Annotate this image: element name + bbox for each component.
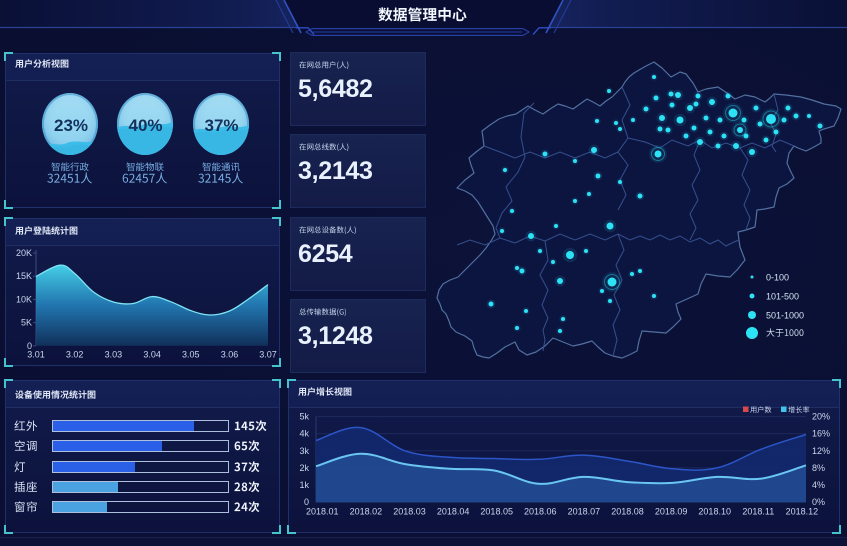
svg-text:12%: 12% bbox=[812, 446, 830, 456]
svg-text:3.03: 3.03 bbox=[105, 350, 123, 360]
svg-text:20K: 20K bbox=[16, 248, 32, 258]
svg-text:3k: 3k bbox=[299, 446, 309, 456]
svg-text:1k: 1k bbox=[299, 480, 309, 490]
svg-text:2018.08: 2018.08 bbox=[611, 507, 644, 517]
svg-text:2018.03: 2018.03 bbox=[393, 507, 426, 517]
svg-text:0: 0 bbox=[304, 497, 309, 507]
svg-text:2018.11: 2018.11 bbox=[742, 507, 774, 517]
svg-text:3.02: 3.02 bbox=[66, 350, 84, 360]
svg-text:2018.01: 2018.01 bbox=[306, 507, 339, 517]
svg-text:4%: 4% bbox=[812, 480, 825, 490]
svg-text:3.04: 3.04 bbox=[143, 350, 161, 360]
svg-text:2018.05: 2018.05 bbox=[480, 507, 513, 517]
svg-text:8%: 8% bbox=[812, 463, 825, 473]
svg-text:3.07: 3.07 bbox=[259, 350, 277, 360]
svg-text:2018.02: 2018.02 bbox=[350, 507, 383, 517]
svg-text:3.06: 3.06 bbox=[221, 350, 239, 360]
svg-text:0-100: 0-100 bbox=[766, 273, 789, 283]
svg-text:16%: 16% bbox=[812, 429, 830, 439]
svg-text:4k: 4k bbox=[299, 429, 309, 439]
svg-text:501-1000: 501-1000 bbox=[766, 311, 804, 321]
svg-text:2018.04: 2018.04 bbox=[437, 507, 470, 517]
svg-text:2018.10: 2018.10 bbox=[698, 507, 731, 517]
svg-text:2018.12: 2018.12 bbox=[786, 507, 819, 517]
svg-text:10K: 10K bbox=[16, 294, 32, 304]
svg-text:15K: 15K bbox=[16, 271, 32, 281]
svg-text:5k: 5k bbox=[299, 412, 309, 422]
svg-text:2018.06: 2018.06 bbox=[524, 507, 557, 517]
svg-text:101-500: 101-500 bbox=[766, 292, 799, 302]
svg-text:20%: 20% bbox=[812, 412, 830, 422]
svg-text:2018.07: 2018.07 bbox=[568, 507, 601, 517]
svg-text:0: 0 bbox=[27, 341, 32, 351]
svg-text:2018.09: 2018.09 bbox=[655, 507, 688, 517]
svg-text:2k: 2k bbox=[299, 463, 309, 473]
svg-text:5K: 5K bbox=[21, 318, 32, 328]
svg-text:3.01: 3.01 bbox=[27, 350, 45, 360]
svg-text:3.05: 3.05 bbox=[182, 350, 200, 360]
svg-text:0%: 0% bbox=[812, 497, 825, 507]
